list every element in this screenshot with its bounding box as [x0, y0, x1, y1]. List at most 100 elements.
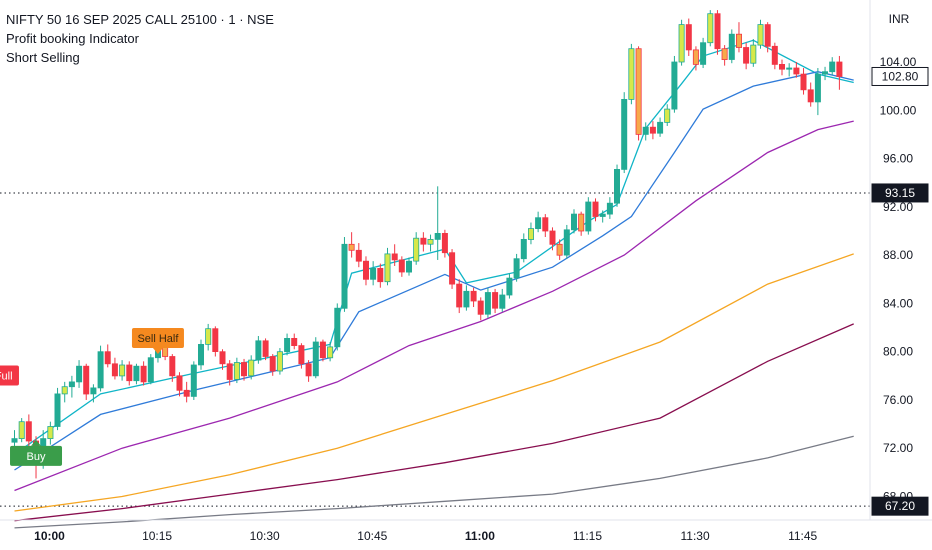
candle[interactable] [750, 44, 757, 64]
candle[interactable] [528, 228, 535, 240]
candle[interactable] [556, 243, 563, 256]
candle[interactable] [54, 393, 61, 427]
candle[interactable] [377, 267, 384, 283]
candle[interactable] [635, 48, 642, 135]
candle[interactable] [571, 213, 578, 231]
candle[interactable] [219, 351, 226, 365]
candle[interactable] [678, 24, 685, 63]
candle[interactable] [807, 89, 814, 103]
candle[interactable] [456, 283, 463, 308]
candle[interactable] [728, 33, 735, 60]
candle[interactable] [11, 438, 18, 443]
candle[interactable] [284, 337, 291, 353]
candle[interactable] [233, 362, 240, 380]
symbol-title[interactable]: NIFTY 50 16 SEP 2025 CALL 25100 · 1 · NS… [6, 12, 274, 27]
price-axis[interactable] [870, 0, 932, 550]
candle[interactable] [707, 13, 714, 44]
candle[interactable] [470, 290, 477, 302]
candle[interactable] [492, 292, 499, 309]
candle[interactable] [47, 426, 54, 440]
candle[interactable] [355, 249, 362, 262]
candle[interactable] [341, 243, 348, 309]
candle[interactable] [147, 357, 154, 383]
candle[interactable] [255, 340, 262, 361]
candle[interactable] [549, 230, 556, 245]
candle[interactable] [786, 67, 793, 70]
candle[interactable] [520, 238, 527, 260]
candle[interactable] [76, 365, 83, 383]
candle[interactable] [836, 61, 843, 77]
candle[interactable] [814, 73, 821, 103]
candle[interactable] [685, 24, 692, 51]
candle[interactable] [312, 341, 319, 377]
candle[interactable] [793, 67, 800, 75]
candle[interactable] [664, 108, 671, 123]
candle[interactable] [111, 363, 118, 377]
candle[interactable] [449, 252, 456, 285]
candle[interactable] [190, 364, 197, 397]
candle[interactable] [463, 290, 470, 308]
candle[interactable] [441, 232, 448, 254]
candle[interactable] [477, 300, 484, 315]
candle[interactable] [276, 351, 283, 372]
candle[interactable] [714, 13, 721, 50]
candle[interactable] [61, 386, 68, 395]
candle[interactable] [405, 260, 412, 273]
candle[interactable] [506, 277, 513, 296]
candle[interactable] [599, 213, 606, 217]
candle[interactable] [829, 61, 836, 73]
candle[interactable] [269, 356, 276, 372]
candle[interactable] [420, 237, 427, 245]
candle[interactable] [140, 365, 147, 383]
candle[interactable] [700, 42, 707, 65]
candle[interactable] [370, 267, 377, 280]
candle[interactable] [657, 121, 664, 134]
candle[interactable] [176, 375, 183, 391]
candle[interactable] [226, 363, 233, 380]
candle[interactable] [104, 351, 111, 365]
candle[interactable] [362, 260, 369, 280]
candle[interactable] [621, 99, 628, 170]
indicator-short-selling[interactable]: Short Selling [6, 50, 80, 65]
candle[interactable] [721, 48, 728, 61]
candle[interactable] [327, 346, 334, 359]
candle[interactable] [126, 364, 133, 382]
candle[interactable] [298, 345, 305, 365]
candle[interactable] [671, 61, 678, 110]
candle[interactable] [484, 292, 491, 315]
candle[interactable] [83, 365, 90, 395]
candle[interactable] [614, 168, 621, 204]
candle[interactable] [628, 48, 635, 100]
indicator-profit-booking[interactable]: Profit booking Indicator [6, 31, 139, 46]
candle[interactable] [133, 365, 140, 382]
candle[interactable] [90, 387, 97, 395]
candle[interactable] [535, 217, 542, 229]
candle[interactable] [348, 243, 355, 251]
candle[interactable] [398, 259, 405, 273]
candle[interactable] [822, 71, 829, 75]
candle[interactable] [692, 49, 699, 65]
candle[interactable] [606, 202, 613, 215]
candle[interactable] [391, 253, 398, 261]
candle[interactable] [757, 24, 764, 46]
candle[interactable] [542, 217, 549, 232]
candle[interactable] [291, 337, 298, 346]
candle[interactable] [212, 328, 219, 353]
candle[interactable] [262, 340, 269, 357]
candle[interactable] [434, 232, 441, 240]
candle[interactable] [68, 381, 75, 388]
candle[interactable] [592, 201, 599, 217]
candle[interactable] [771, 45, 778, 65]
candle[interactable] [248, 359, 255, 377]
candle[interactable] [800, 73, 807, 91]
candle[interactable] [240, 362, 247, 377]
candle[interactable] [97, 351, 104, 389]
candle[interactable] [642, 126, 649, 135]
candle[interactable] [18, 421, 25, 440]
candle[interactable] [305, 363, 312, 377]
candle[interactable] [413, 237, 420, 262]
candle[interactable] [25, 421, 32, 442]
candle[interactable] [585, 201, 592, 232]
